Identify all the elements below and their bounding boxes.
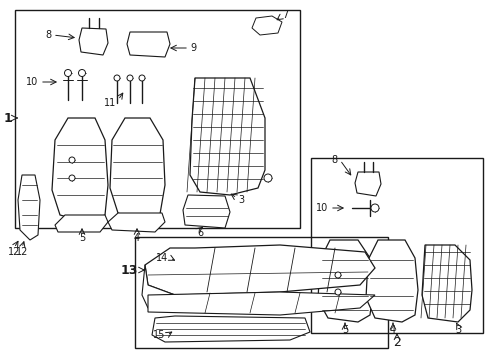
Circle shape [370, 204, 378, 212]
Text: 3: 3 [454, 325, 460, 335]
Polygon shape [365, 240, 417, 322]
Polygon shape [190, 78, 264, 195]
Polygon shape [152, 316, 309, 342]
Circle shape [334, 272, 340, 278]
Circle shape [334, 289, 340, 295]
Text: 15: 15 [152, 330, 164, 340]
Text: 12: 12 [16, 247, 28, 257]
Text: 6: 6 [197, 228, 203, 238]
Text: 4: 4 [389, 325, 395, 335]
Polygon shape [421, 245, 471, 322]
Polygon shape [148, 292, 374, 315]
Text: 10: 10 [315, 203, 327, 213]
Text: 9: 9 [190, 43, 196, 53]
Text: 3: 3 [238, 195, 244, 205]
Circle shape [139, 75, 145, 81]
Text: 1: 1 [3, 112, 12, 125]
Polygon shape [55, 215, 108, 232]
Polygon shape [18, 175, 40, 240]
Text: 2: 2 [392, 336, 400, 348]
Text: 8: 8 [331, 155, 337, 165]
Bar [135, 237, 387, 348]
Circle shape [79, 69, 85, 77]
Circle shape [69, 175, 75, 181]
Circle shape [69, 157, 75, 163]
Polygon shape [79, 28, 108, 55]
Polygon shape [183, 195, 229, 228]
Text: 10: 10 [26, 77, 38, 87]
Circle shape [64, 69, 71, 77]
Text: 12: 12 [8, 247, 20, 257]
Bar [15, 10, 299, 228]
Text: 5: 5 [79, 233, 85, 243]
Text: 11: 11 [103, 98, 116, 108]
Polygon shape [317, 240, 372, 322]
Polygon shape [142, 265, 175, 312]
Polygon shape [145, 245, 374, 295]
Text: 7: 7 [282, 10, 287, 20]
Polygon shape [251, 16, 282, 35]
Circle shape [264, 174, 271, 182]
Bar [310, 158, 482, 333]
Polygon shape [108, 213, 164, 232]
Polygon shape [127, 32, 170, 57]
Text: 8: 8 [46, 30, 52, 40]
Text: 4: 4 [134, 233, 140, 243]
Circle shape [114, 75, 120, 81]
Text: 13: 13 [121, 264, 138, 276]
Text: 14: 14 [156, 253, 168, 263]
Text: 5: 5 [341, 325, 347, 335]
Polygon shape [110, 118, 164, 220]
Polygon shape [354, 172, 380, 196]
Circle shape [127, 75, 133, 81]
Polygon shape [52, 118, 108, 222]
